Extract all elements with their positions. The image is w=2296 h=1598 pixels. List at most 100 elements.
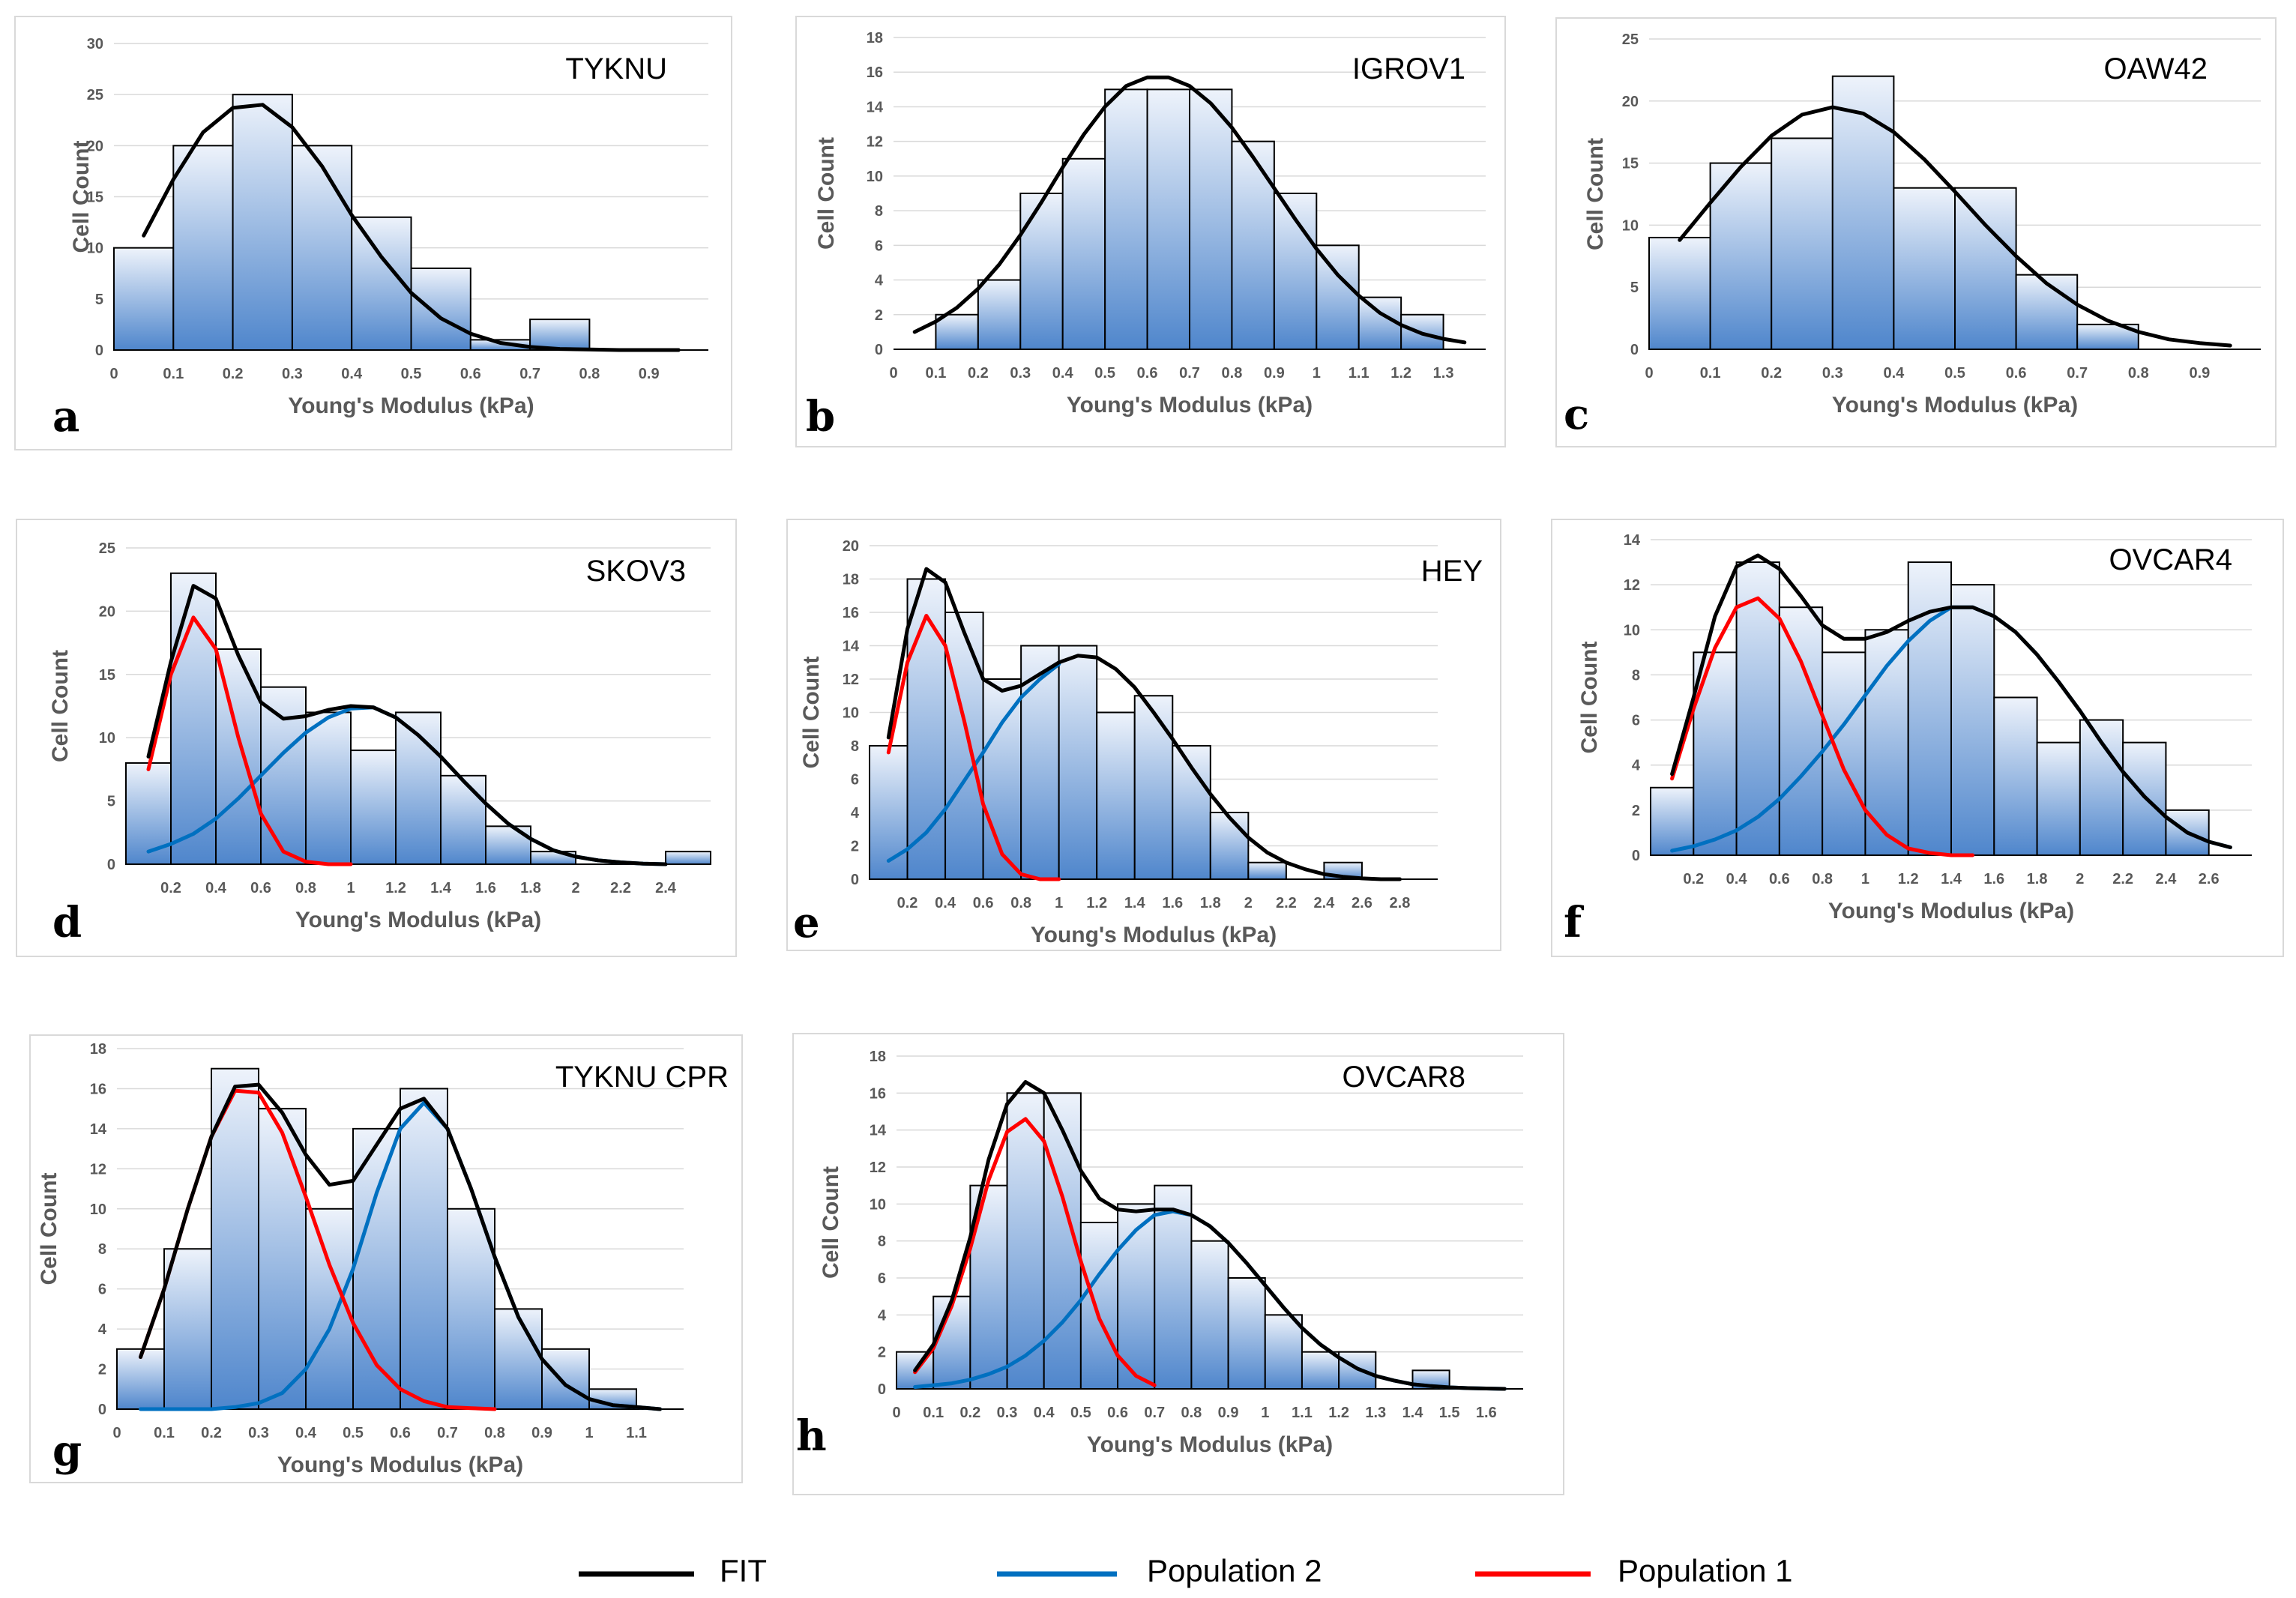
x-tick-label: 0.8	[1181, 1405, 1202, 1421]
x-tick-label: 1	[1055, 895, 1063, 911]
legend: FIT Population 2 Population 1	[579, 1553, 1793, 1588]
x-tick-label: 0.8	[1222, 365, 1243, 382]
y-tick-label: 10	[87, 241, 103, 257]
x-tick-label: 1.6	[1162, 895, 1183, 911]
y-tick-label: 6	[878, 1270, 886, 1287]
histogram-bar	[541, 1348, 590, 1411]
x-tick-label: 0.8	[295, 880, 316, 896]
chart-a: 0 5 10 15 20 25 30 0 0.1 0.2 0.3 0.4 0.5 0.6 0.7 0.8 0.9…	[14, 16, 732, 450]
histogram-bar	[1650, 786, 1695, 857]
x-tick-label: 0	[1645, 365, 1653, 382]
histogram-bar	[1061, 157, 1106, 350]
y-axis-label: Cell Count	[69, 141, 94, 253]
y-axis-label: Cell Count	[1583, 138, 1608, 250]
y-tick-label: 10	[1624, 622, 1640, 639]
y-axis-label: Cell Count	[819, 1166, 843, 1279]
x-tick-label: 1	[1261, 1405, 1269, 1421]
histogram-bar	[305, 1207, 354, 1411]
y-tick-label: 10	[99, 730, 115, 747]
y-tick-label: 15	[99, 667, 115, 684]
x-tick-label: 0.1	[163, 366, 184, 382]
chart-h: 0 2 4 6 8 10 12 14 16 18 0 0.1 0.2 0.3 0.4 0.5 0.6 0.7 0.8…	[792, 1033, 1564, 1495]
histogram-bar	[529, 319, 591, 352]
histogram-bar	[485, 825, 531, 865]
chart-title: IGROV1	[1352, 52, 1465, 85]
histogram-bar	[2015, 274, 2079, 351]
x-tick-label: 2.8	[1390, 895, 1411, 911]
y-tick-label: 18	[90, 1041, 106, 1058]
x-tick-label: 1.2	[1898, 871, 1919, 887]
histogram-bar	[944, 612, 984, 880]
chart-title: TYKNU CPR	[555, 1061, 729, 1094]
y-tick-label: 25	[99, 540, 115, 557]
x-tick-label: 0	[889, 365, 897, 382]
x-tick-label: 0	[112, 1425, 121, 1441]
histogram-bar	[1104, 88, 1148, 350]
x-axis-label: Young's Modulus (kPa)	[1828, 899, 2074, 923]
x-tick-label: 0.9	[531, 1425, 552, 1441]
y-tick-label: 4	[1632, 758, 1641, 774]
x-tick-label: 0.2	[897, 895, 918, 911]
x-tick-label: 1.2	[1086, 895, 1107, 911]
x-tick-label: 0.2	[223, 366, 244, 382]
histogram-bar	[935, 313, 979, 350]
chart-e: 0 2 4 6 8 10 12 14 16 18 20 0.2 0.4 0.6 0.8 1 1.2 1.4 1.6 1…	[786, 519, 1501, 951]
panel-label: h	[796, 1411, 827, 1461]
x-tick-label: 1.8	[2027, 871, 2048, 887]
y-tick-label: 4	[98, 1321, 107, 1338]
chart-title: SKOV3	[586, 555, 686, 588]
x-tick-label: 0.7	[2067, 365, 2088, 382]
y-tick-label: 0	[107, 857, 115, 873]
histogram-bar	[410, 267, 471, 351]
histogram-bar	[665, 851, 711, 865]
x-tick-label: 0.6	[460, 366, 481, 382]
y-tick-label: 2	[98, 1362, 106, 1378]
y-tick-label: 16	[870, 1085, 886, 1102]
histogram-bar	[260, 686, 307, 865]
x-tick-label: 0.9	[2189, 365, 2210, 382]
x-tick-label: 0.5	[1070, 1405, 1091, 1421]
y-tick-label: 10	[90, 1201, 106, 1218]
histogram-bar	[116, 1348, 165, 1411]
x-tick-label: 1.6	[1983, 871, 2004, 887]
y-axis-label: Cell Count	[1577, 642, 1602, 754]
chart-b: 0 2 4 6 8 10 12 14 16 18 0 0.1 0.2 0.3 0.4 0.5 0.6 0.7 0.8…	[795, 16, 1506, 447]
y-tick-label: 20	[1622, 94, 1639, 110]
y-axis-label: Cell Count	[48, 650, 73, 762]
y-tick-label: 10	[843, 705, 859, 722]
x-tick-label: 0.2	[968, 365, 989, 382]
histogram-bar	[2036, 741, 2081, 857]
y-tick-label: 16	[867, 64, 883, 81]
x-tick-label: 0.4	[1883, 365, 1905, 382]
x-tick-label: 0.8	[2128, 365, 2149, 382]
x-tick-label: 0.9	[1218, 1405, 1239, 1421]
histogram-bar	[1301, 1351, 1340, 1390]
x-tick-label: 0.3	[248, 1425, 269, 1441]
y-axis-label: Cell Count	[814, 137, 839, 250]
x-tick-label: 1.5	[1439, 1405, 1460, 1421]
y-tick-label: 14	[1624, 532, 1641, 549]
x-tick-label: 1.2	[1390, 365, 1411, 382]
y-tick-label: 18	[843, 572, 859, 588]
x-tick-label: 0.1	[923, 1405, 944, 1421]
histogram-bar	[1247, 861, 1287, 880]
histogram-bar	[1822, 651, 1866, 856]
fit-curve	[142, 103, 681, 352]
histogram-bar	[1154, 1184, 1193, 1390]
x-tick-label: 0.1	[926, 365, 947, 382]
y-tick-label: 5	[107, 794, 115, 810]
x-tick-label: 2.2	[1276, 895, 1297, 911]
x-tick-label: 2.6	[1352, 895, 1373, 911]
x-tick-label: 0.4	[1052, 365, 1074, 382]
y-tick-label: 10	[867, 169, 883, 185]
x-tick-label: 0.6	[250, 880, 271, 896]
x-tick-label: 1.4	[1941, 871, 1962, 887]
x-tick-label: 0.2	[201, 1425, 222, 1441]
histogram-bar	[1693, 651, 1738, 856]
histogram-bar	[1993, 696, 2038, 856]
y-tick-label: 12	[1624, 577, 1640, 594]
panel-label: c	[1564, 390, 1589, 439]
x-tick-label: 0.7	[437, 1425, 458, 1441]
x-tick-label: 0.1	[154, 1425, 175, 1441]
